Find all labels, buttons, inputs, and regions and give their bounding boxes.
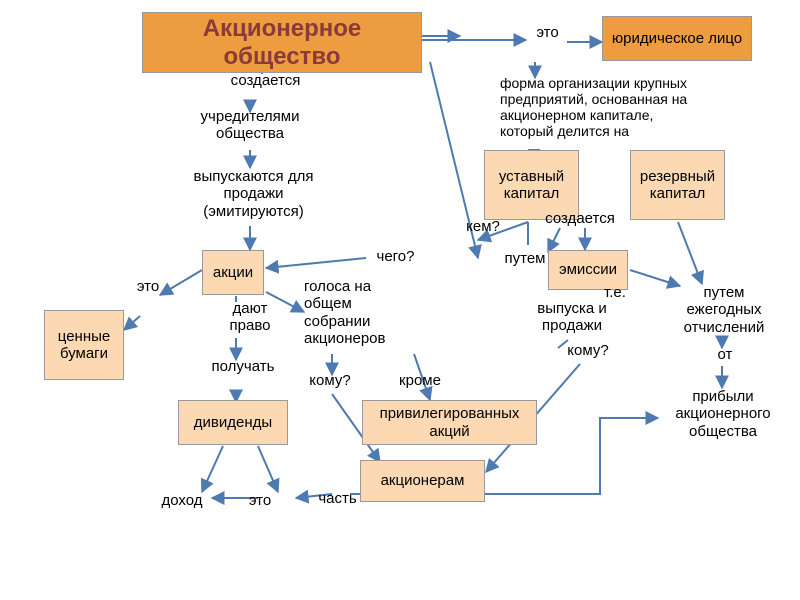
edge (258, 446, 278, 492)
node-ot: от (710, 346, 740, 366)
node-poluchat: получать (198, 358, 288, 396)
node-forma: форма организации крупных предприятий, о… (500, 75, 710, 155)
edge (202, 446, 223, 492)
node-chast: часть (310, 490, 365, 528)
node-komu2: кому? (558, 342, 618, 364)
edge (678, 222, 702, 284)
node-sozd2: создается (535, 210, 625, 250)
node-uchred: учредителями общества (185, 108, 315, 148)
node-putem: путем (495, 250, 555, 272)
node-dayut: дают право (215, 300, 285, 338)
node-eto1: это (525, 24, 570, 64)
node-aktsioner: акционерам (360, 460, 485, 502)
node-dividendy: дивиденды (178, 400, 288, 445)
node-sozd: создается (218, 72, 313, 108)
node-eto3: это (240, 492, 280, 514)
node-yurlitso: юридическое лицо (602, 16, 752, 61)
node-vypusk: выпускаются для продажи (эмитируются) (186, 168, 321, 224)
node-eto2: это (128, 278, 168, 318)
edge (266, 258, 366, 268)
node-putem2: путем ежегодных отчислений (664, 284, 784, 340)
edge (124, 316, 140, 330)
node-tsennye: ценные бумаги (44, 310, 124, 380)
node-krome: кроме (390, 372, 450, 394)
node-rezerv: резервный капитал (630, 150, 725, 220)
node-pribyl: прибыли акционерного общества (658, 388, 788, 444)
node-dokhod: доход (152, 492, 212, 514)
node-komu1: кому? (300, 372, 360, 394)
node-vypprod: выпуска и продажи (522, 300, 622, 338)
node-golosa: голоса на общем собрании акционеров (304, 278, 419, 352)
node-title: Акционерное общество (142, 12, 422, 73)
node-aktsii: акции (202, 250, 264, 295)
node-privil: привилегированных акций (362, 400, 537, 445)
